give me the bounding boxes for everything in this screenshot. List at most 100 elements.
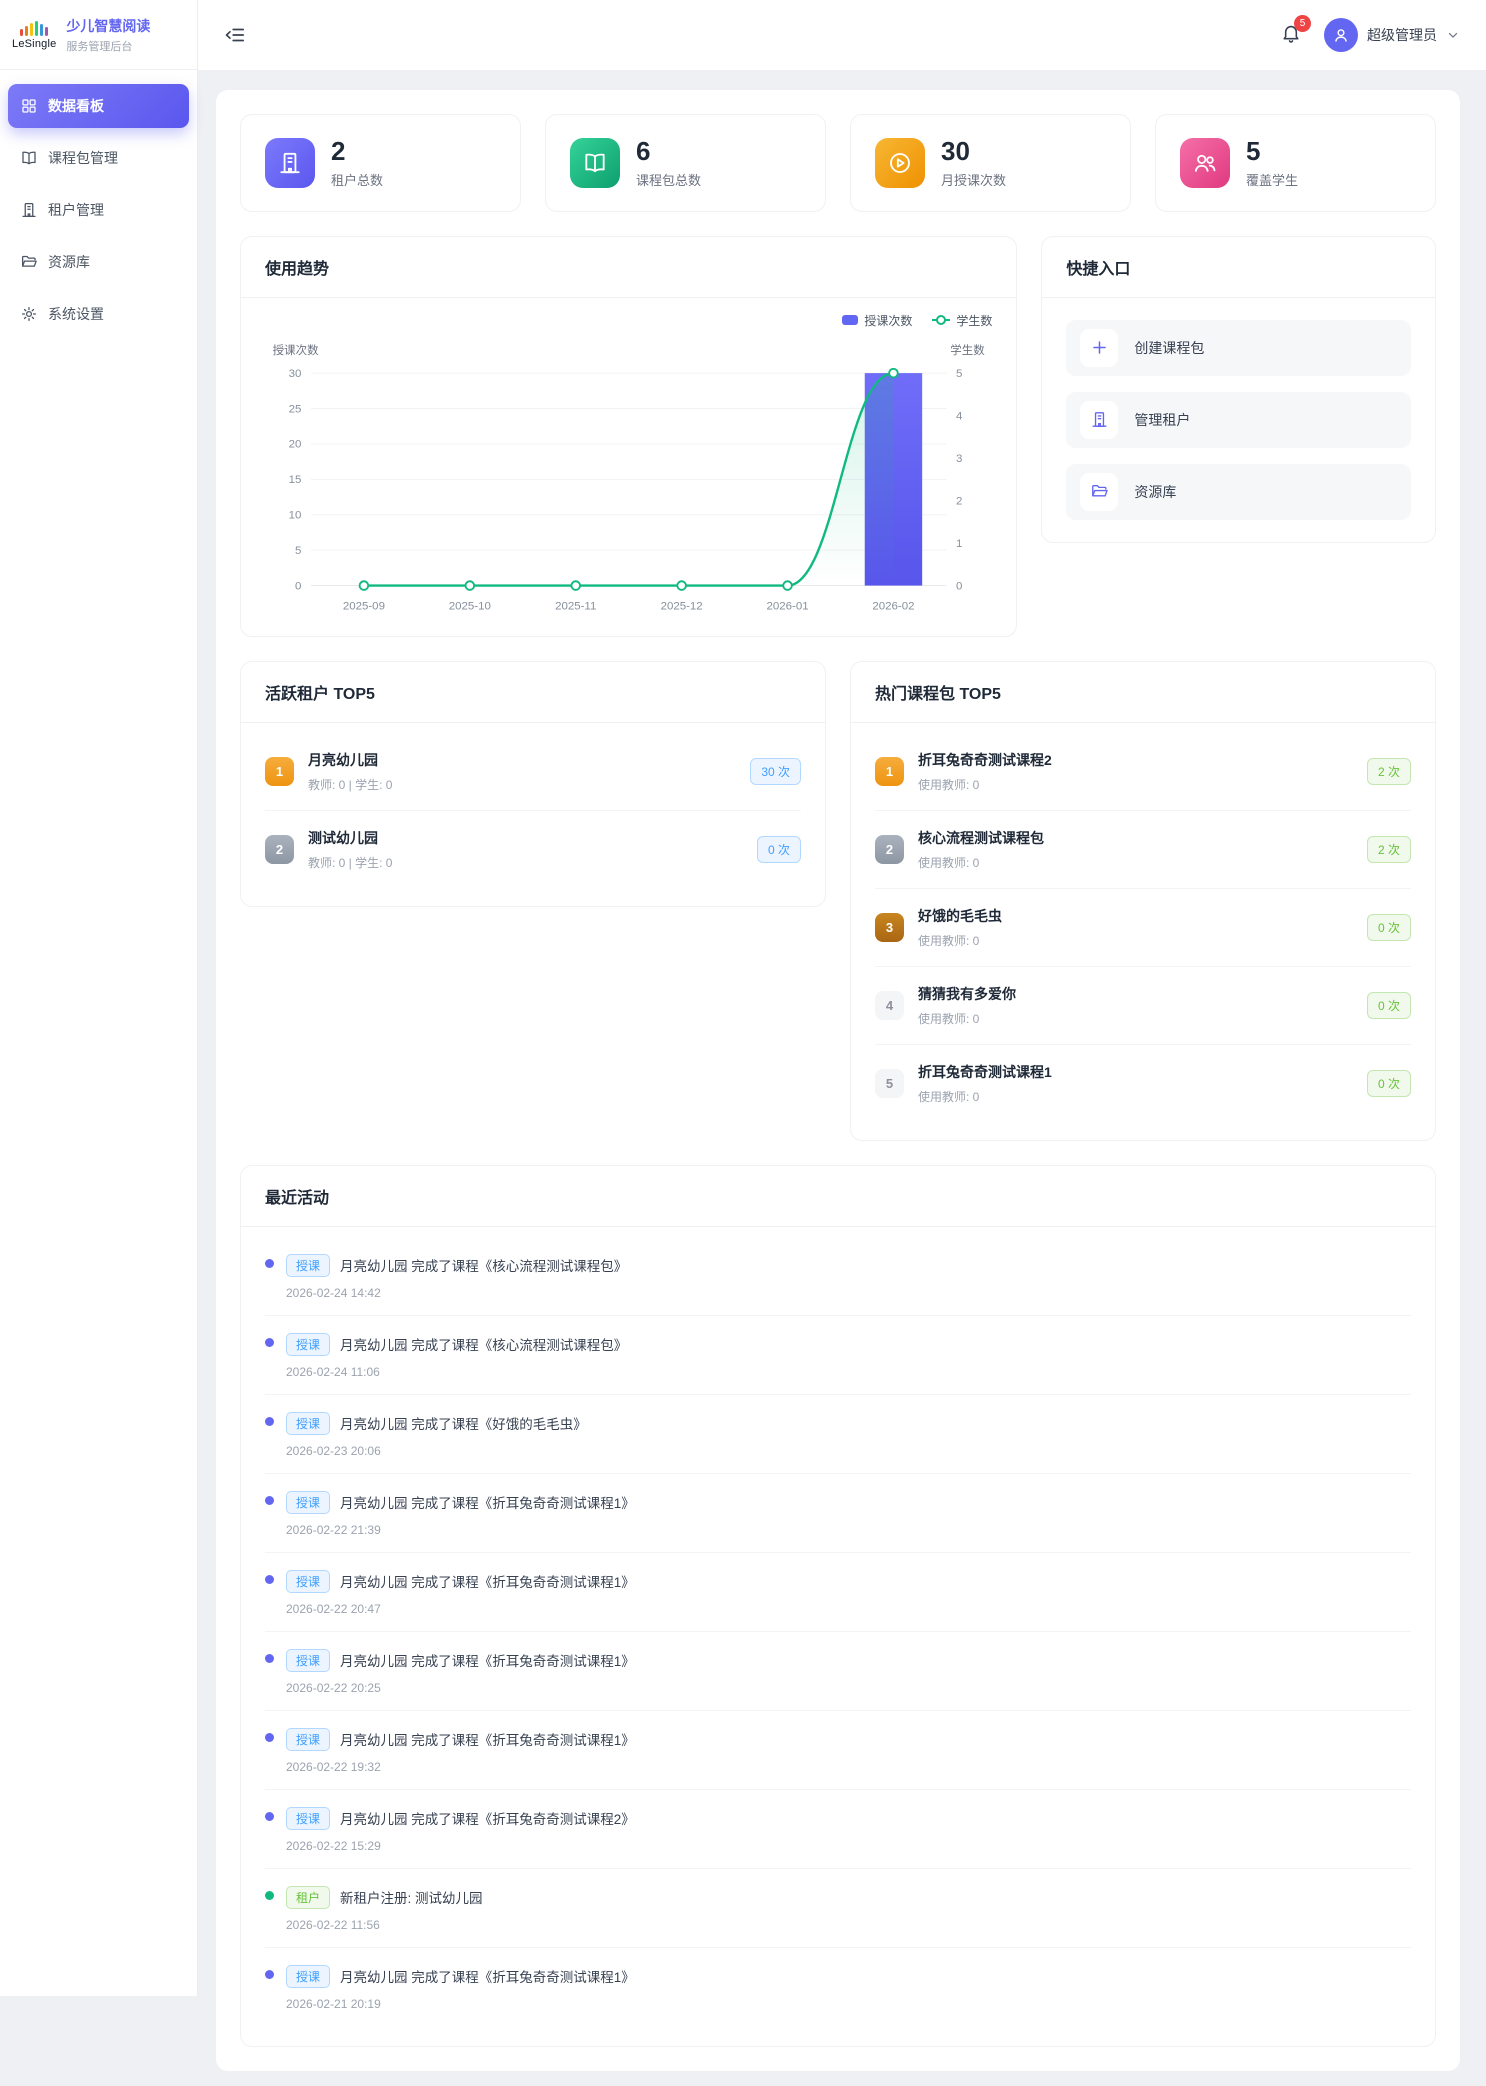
activity-tag: 授课 [286, 1807, 330, 1830]
svg-text:15: 15 [289, 474, 302, 486]
sidebar-item-label: 数据看板 [48, 96, 104, 116]
svg-text:2026-01: 2026-01 [767, 600, 809, 612]
stat-label: 月授课次数 [941, 170, 1006, 189]
svg-text:4: 4 [956, 410, 963, 422]
activity-text: 月亮幼儿园 完成了课程《折耳兔奇奇测试课程1》 [340, 1492, 635, 1512]
package-meta: 使用教师: 0 [918, 1010, 1353, 1027]
rank-badge: 1 [875, 757, 904, 786]
line-swatch-icon [932, 315, 950, 325]
sidebar-item-settings[interactable]: 系统设置 [8, 292, 189, 336]
activity-dot-icon [265, 1970, 274, 1979]
hot-packages-title: 热门课程包 TOP5 [851, 662, 1435, 723]
legend-label: 学生数 [956, 312, 992, 329]
activity-text: 月亮幼儿园 完成了课程《折耳兔奇奇测试课程1》 [340, 1650, 635, 1670]
collapse-sidebar-icon[interactable] [224, 24, 246, 46]
sidebar-item-dashboard[interactable]: 数据看板 [8, 84, 189, 128]
activity-dot-icon [265, 1575, 274, 1584]
quick-link-resources[interactable]: 资源库 [1066, 464, 1411, 520]
legend-label: 授课次数 [864, 312, 912, 329]
activity-dot-icon [265, 1733, 274, 1742]
sidebar-item-label: 系统设置 [48, 304, 104, 324]
activity-timestamp: 2026-02-24 14:42 [286, 1286, 1411, 1300]
svg-text:30: 30 [289, 368, 302, 380]
stat-value: 6 [636, 137, 701, 166]
book-icon [20, 149, 38, 167]
person-icon [1332, 26, 1350, 44]
quick-link-create-package[interactable]: 创建课程包 [1066, 320, 1411, 376]
activity-text: 月亮幼儿园 完成了课程《核心流程测试课程包》 [340, 1334, 627, 1354]
activity-item: 授课 月亮幼儿园 完成了课程《折耳兔奇奇测试课程1》 2026-02-22 20… [265, 1552, 1411, 1631]
activity-timestamp: 2026-02-22 19:32 [286, 1760, 1411, 1774]
folder-icon [20, 253, 38, 271]
folder-icon [1080, 473, 1118, 511]
activity-text: 月亮幼儿园 完成了课程《核心流程测试课程包》 [340, 1255, 627, 1275]
svg-text:5: 5 [956, 368, 962, 380]
rank-badge: 2 [875, 835, 904, 864]
sidebar-item-course-packages[interactable]: 课程包管理 [8, 136, 189, 180]
legend-item-bar: 授课次数 [842, 312, 912, 329]
stat-label: 覆盖学生 [1246, 170, 1298, 189]
notification-badge: 5 [1294, 15, 1311, 32]
lesson-count-badge: 0 次 [757, 836, 801, 863]
quick-link-label: 创建课程包 [1134, 338, 1204, 358]
stat-label: 租户总数 [331, 170, 383, 189]
quick-link-manage-tenants[interactable]: 管理租户 [1066, 392, 1411, 448]
sidebar-item-label: 课程包管理 [48, 148, 118, 168]
gear-icon [20, 305, 38, 323]
stats-row: 2 租户总数 6 课程包总数 30 月授课次数 [240, 114, 1436, 212]
svg-text:学生数: 学生数 [950, 343, 985, 357]
sidebar-item-tenants[interactable]: 租户管理 [8, 188, 189, 232]
activity-item: 授课 月亮幼儿园 完成了课程《折耳兔奇奇测试课程1》 2026-02-22 19… [265, 1710, 1411, 1789]
package-row: 4 猜猜我有多爱你 使用教师: 0 0 次 [875, 966, 1411, 1044]
package-name: 猜猜我有多爱你 [918, 984, 1353, 1004]
tenant-meta: 教师: 0 | 学生: 0 [308, 854, 743, 871]
activity-item: 授课 月亮幼儿园 完成了课程《折耳兔奇奇测试课程1》 2026-02-22 20… [265, 1631, 1411, 1710]
stat-value: 5 [1246, 137, 1298, 166]
activity-tag: 授课 [286, 1728, 330, 1751]
hot-packages-card: 热门课程包 TOP5 1 折耳兔奇奇测试课程2 使用教师: 0 2 次 2 [850, 661, 1436, 1141]
svg-text:2026-02: 2026-02 [872, 600, 914, 612]
svg-text:2: 2 [956, 495, 962, 507]
svg-text:25: 25 [289, 403, 302, 415]
rank-badge: 3 [875, 913, 904, 942]
notifications-button[interactable]: 5 [1280, 22, 1302, 49]
plus-icon [1080, 329, 1118, 367]
activity-tag: 授课 [286, 1491, 330, 1514]
quick-links-title: 快捷入口 [1042, 237, 1435, 298]
user-name: 超级管理员 [1367, 25, 1437, 45]
tenant-name: 月亮幼儿园 [308, 750, 736, 770]
top-bar: 5 超级管理员 [198, 0, 1486, 70]
user-menu[interactable]: 超级管理员 [1324, 18, 1460, 52]
stat-value: 2 [331, 137, 383, 166]
stat-card-students: 5 覆盖学生 [1155, 114, 1436, 212]
svg-text:20: 20 [289, 438, 302, 450]
package-row: 1 折耳兔奇奇测试课程2 使用教师: 0 2 次 [875, 733, 1411, 810]
avatar [1324, 18, 1358, 52]
activity-timestamp: 2026-02-22 21:39 [286, 1523, 1411, 1537]
recent-activities-card: 最近活动 授课 月亮幼儿园 完成了课程《核心流程测试课程包》 2026-02-2… [240, 1165, 1436, 2047]
activity-tag: 授课 [286, 1570, 330, 1593]
building-icon [1080, 401, 1118, 439]
package-row: 3 好饿的毛毛虫 使用教师: 0 0 次 [875, 888, 1411, 966]
package-row: 5 折耳兔奇奇测试课程1 使用教师: 0 0 次 [875, 1044, 1411, 1122]
usage-count-badge: 0 次 [1367, 992, 1411, 1019]
play-circle-icon [875, 138, 925, 188]
activity-dot-icon [265, 1891, 274, 1900]
activity-dot-icon [265, 1496, 274, 1505]
tenant-row: 1 月亮幼儿园 教师: 0 | 学生: 0 30 次 [265, 733, 801, 810]
book-icon [570, 138, 620, 188]
stat-card-lessons: 30 月授课次数 [850, 114, 1131, 212]
activity-item: 授课 月亮幼儿园 完成了课程《好饿的毛毛虫》 2026-02-23 20:06 [265, 1394, 1411, 1473]
sidebar-item-resources[interactable]: 资源库 [8, 240, 189, 284]
rank-badge: 5 [875, 1069, 904, 1098]
svg-text:1: 1 [956, 538, 962, 550]
activity-timestamp: 2026-02-22 20:47 [286, 1602, 1411, 1616]
usage-count-badge: 2 次 [1367, 758, 1411, 785]
package-row: 2 核心流程测试课程包 使用教师: 0 2 次 [875, 810, 1411, 888]
tenant-row: 2 测试幼儿园 教师: 0 | 学生: 0 0 次 [265, 810, 801, 888]
usage-count-badge: 0 次 [1367, 914, 1411, 941]
activity-item: 授课 月亮幼儿园 完成了课程《折耳兔奇奇测试课程1》 2026-02-22 21… [265, 1473, 1411, 1552]
activity-text: 新租户注册: 测试幼儿园 [340, 1887, 483, 1907]
activity-timestamp: 2026-02-22 11:56 [286, 1918, 1411, 1932]
activity-dot-icon [265, 1259, 274, 1268]
